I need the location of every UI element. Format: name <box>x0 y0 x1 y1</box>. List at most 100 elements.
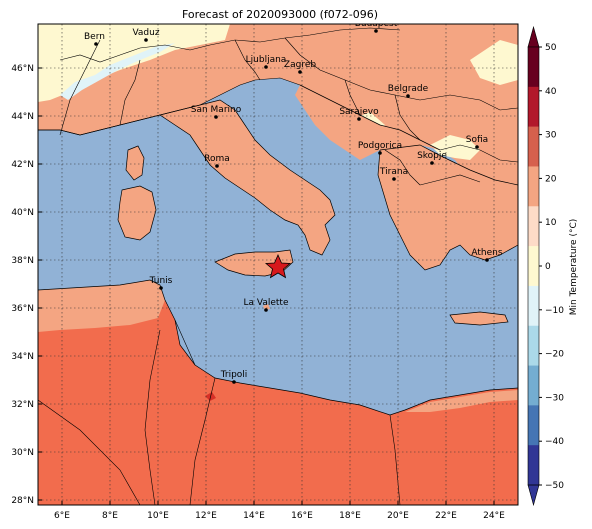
lon-tick-label: 16°E <box>291 511 313 521</box>
lon-tick-label: 14°E <box>243 511 265 521</box>
colorbar-tick-label: 50 <box>545 43 557 53</box>
lon-tick-label: 18°E <box>339 511 361 521</box>
colorbar-tick-label: 40 <box>545 87 557 97</box>
lon-tick-label: 20°E <box>387 511 409 521</box>
city-label: Roma <box>204 154 230 164</box>
colorbar-tick-label: −30 <box>545 393 564 403</box>
italy-peninsula <box>160 100 335 255</box>
alps-cold-zone <box>60 43 175 100</box>
city-dot <box>159 286 163 290</box>
colorbar-band <box>528 206 539 247</box>
libya-coast-warm <box>405 390 518 412</box>
colorbar-tick-label: 30 <box>545 131 557 141</box>
colorbar-band <box>528 405 539 446</box>
lat-tick-label: 30°N <box>11 448 34 458</box>
city-label: Podgorica <box>358 141 402 151</box>
city-label: Tripoli <box>220 370 248 380</box>
lat-tick-label: 36°N <box>11 304 34 314</box>
city-dot <box>374 29 378 33</box>
city-label: Sofia <box>466 135 488 145</box>
colorbar-band <box>528 445 539 486</box>
map-title: Forecast of 2020093000 (f072-096) <box>182 8 378 21</box>
city-label: San Marino <box>191 105 242 115</box>
lat-tick-label: 28°N <box>11 496 34 506</box>
lon-tick-label: 22°E <box>435 511 457 521</box>
map-frame <box>37 23 519 506</box>
country-borders <box>38 27 518 505</box>
colorbar-tick-label: 20 <box>545 174 557 184</box>
lon-tick-label: 6°E <box>54 511 70 521</box>
colorbar-bottom-extend <box>527 484 540 507</box>
city-dot <box>430 161 434 165</box>
city-label: Bern <box>84 32 105 42</box>
city-dot <box>94 42 98 46</box>
city-dot <box>232 380 236 384</box>
colorbar-band <box>528 126 539 167</box>
colorbar-tick-label: −40 <box>545 437 564 447</box>
colorbar-band <box>528 325 539 366</box>
colorbar-tick-label: −10 <box>545 306 564 316</box>
lat-tick-label: 46°N <box>11 64 34 74</box>
lon-tick-label: 8°E <box>102 511 118 521</box>
greece-land <box>378 145 518 270</box>
corsica-island <box>126 146 144 180</box>
colorbar-label: Min Temperature (°C) <box>569 219 579 316</box>
city-dot <box>264 308 268 312</box>
colorbar-top-extend <box>527 25 540 48</box>
lat-tick-label: 38°N <box>11 256 34 266</box>
city-dot <box>144 38 148 42</box>
colorbar-band <box>528 365 539 406</box>
latitude-ticks: 46°N 44°N 42°N 40°N 38°N 36°N 34°N 32°N 30°N 28°N <box>11 64 42 506</box>
colorbar-band <box>528 86 539 127</box>
lat-tick-label: 44°N <box>11 112 34 122</box>
longitude-ticks: 6°E 8°E 10°E 12°E 14°E 16°E 18°E 20°E 22°E 24°E <box>54 501 505 521</box>
city-dot <box>215 164 219 168</box>
location-star-marker[interactable] <box>264 254 292 279</box>
colorbar-band <box>528 246 539 287</box>
city-dot <box>475 145 479 149</box>
city-label: Skopje <box>417 151 447 161</box>
colorbar: 50 40 30 20 10 0 −10 −20 −30 −40 −50 <box>527 25 564 507</box>
city-label: Budapest <box>355 19 398 29</box>
city-label: Tunis <box>149 276 173 286</box>
lat-tick-label: 32°N <box>11 400 34 410</box>
city-dot <box>214 115 218 119</box>
city-dot <box>406 94 410 98</box>
north-africa-coast-warm <box>38 280 165 332</box>
colorbar-band <box>528 166 539 207</box>
colorbar-band <box>528 285 539 327</box>
lat-tick-label: 42°N <box>11 160 34 170</box>
city-label: Sarajevo <box>339 107 379 117</box>
colorbar-tick-label: −20 <box>545 350 564 360</box>
balkans-coast <box>295 85 440 160</box>
city-label: Athens <box>471 248 502 258</box>
colorbar-tick-label: 10 <box>545 218 557 228</box>
city-dot <box>485 258 489 262</box>
malta-island <box>263 304 270 310</box>
lon-tick-label: 24°E <box>483 511 505 521</box>
city-label: Vaduz <box>132 28 159 38</box>
carpathian-cool-zone <box>470 40 518 85</box>
balkans-cool-zone <box>430 135 480 160</box>
city-label: Belgrade <box>388 84 429 94</box>
colorbar-tick-label: −50 <box>545 481 564 491</box>
colorbar-band <box>528 47 539 88</box>
city-label: Zagreb <box>284 60 316 70</box>
lon-tick-label: 10°E <box>147 511 169 521</box>
city-label: Ljubljana <box>246 55 287 65</box>
colorbar-tick-label: 0 <box>545 262 551 272</box>
lat-tick-label: 40°N <box>11 208 34 218</box>
city-dot <box>264 65 268 69</box>
city-dot <box>392 177 396 181</box>
graticule <box>38 24 518 505</box>
crete-island <box>450 312 508 325</box>
city-label: La Valette <box>244 298 289 308</box>
europe-north-land <box>38 24 518 215</box>
lon-tick-label: 12°E <box>195 511 217 521</box>
city-dot <box>298 70 302 74</box>
lat-tick-label: 34°N <box>11 352 34 362</box>
city-dot <box>357 117 361 121</box>
